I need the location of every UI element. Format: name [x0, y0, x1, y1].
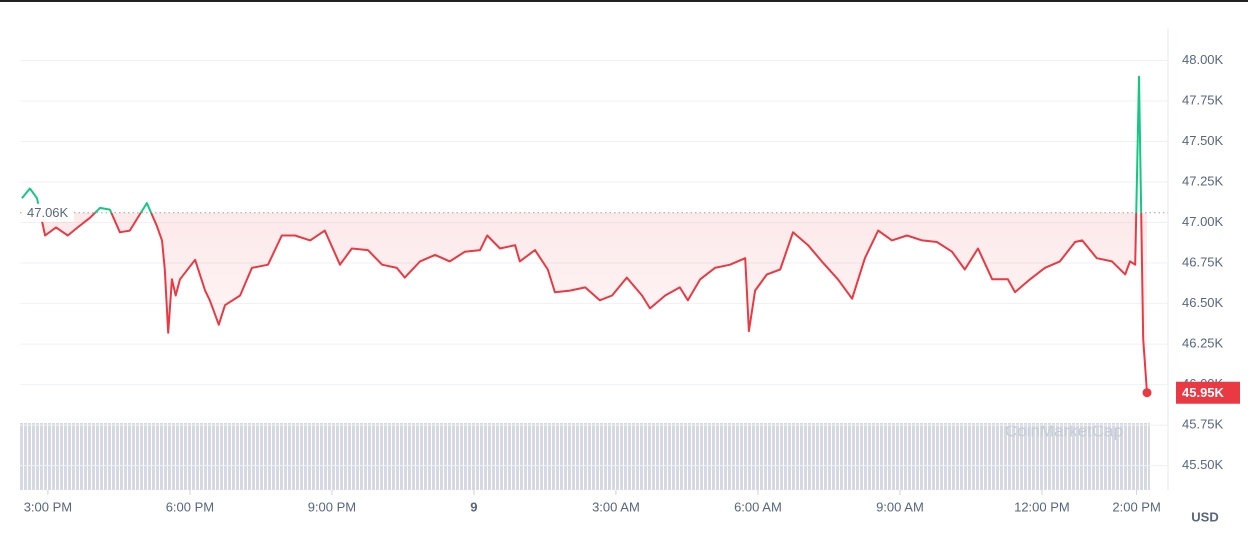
x-tick-label: 6:00 AM — [734, 499, 782, 514]
top-border — [0, 0, 1248, 2]
area-fill — [40, 212, 1148, 393]
last-price-box — [1176, 381, 1240, 404]
last-price-label: 45.95K — [1182, 385, 1225, 400]
y-tick-label: 47.00K — [1182, 214, 1224, 229]
x-tick-label: 9:00 AM — [876, 499, 924, 514]
x-tick-label: 6:00 PM — [166, 499, 214, 514]
reference-label: 47.06K — [27, 205, 69, 220]
price-line — [21, 75, 1148, 393]
y-tick-label: 45.50K — [1182, 457, 1224, 472]
x-tick-label: 9 — [470, 499, 477, 514]
y-tick-label: 46.25K — [1182, 336, 1224, 351]
y-tick-label: 47.50K — [1182, 133, 1224, 148]
x-tick-label: 3:00 AM — [592, 499, 640, 514]
y-tick-label: 45.75K — [1182, 417, 1224, 432]
reference-label-bg — [22, 203, 74, 222]
x-tick-label: 12:00 PM — [1014, 499, 1070, 514]
x-tick-label: 3:00 PM — [24, 499, 72, 514]
y-tick-label: 46.50K — [1182, 295, 1224, 310]
y-tick-label: 46.75K — [1182, 254, 1224, 269]
y-tick-label: 47.75K — [1182, 92, 1224, 107]
currency-label: USD — [1191, 509, 1218, 524]
watermark: CoinMarketCap — [1005, 421, 1123, 440]
volume-bars — [20, 423, 1150, 490]
y-tick-label: 48.00K — [1182, 52, 1224, 67]
x-tick-label: 9:00 PM — [308, 499, 356, 514]
last-point — [1142, 388, 1152, 398]
x-tick-label: 2:00 PM — [1112, 499, 1160, 514]
y-tick-label: 47.25K — [1182, 173, 1224, 188]
